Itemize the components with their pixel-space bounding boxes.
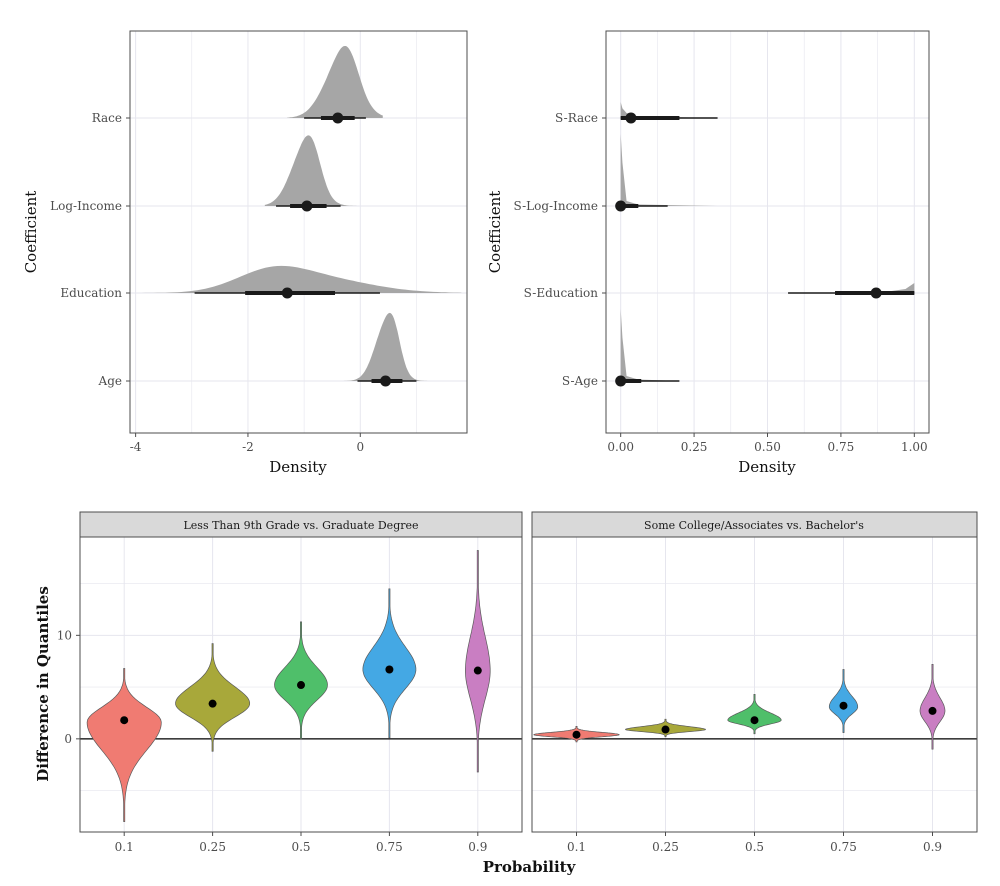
- x-tick-label: 0.1: [567, 840, 586, 854]
- x-tick-label: 1.00: [901, 440, 928, 454]
- panel-coefficients-ylabel: Coefficient: [22, 191, 40, 274]
- y-tick-label: Log-Income: [50, 199, 122, 213]
- x-tick-label: 0.75: [828, 440, 855, 454]
- violin-0.1: [86, 668, 162, 823]
- bottom-xlabel: Probability: [483, 858, 577, 876]
- violin-0.9: [465, 550, 491, 773]
- y-tick-label: S-Age: [562, 374, 598, 388]
- x-tick-label: -4: [130, 440, 142, 454]
- violin-0.9: [919, 663, 946, 750]
- panel-scale-coefficients-grid: [606, 31, 929, 433]
- y-tick-label: S-Log-Income: [513, 199, 598, 213]
- x-tick-label: 0.75: [830, 840, 857, 854]
- panel-coefficients-xlabel: Density: [269, 458, 327, 476]
- facet-left-xticks: 0.1 0.25 0.5 0.75 0.9: [115, 832, 487, 854]
- median-point-0.9: [928, 706, 937, 715]
- facet-right-xticks: 0.1 0.25 0.5 0.75 0.9: [567, 832, 942, 854]
- violin-0.75: [828, 669, 859, 733]
- x-tick-label: 0.9: [468, 840, 487, 854]
- y-tick-label: Race: [92, 111, 122, 125]
- x-tick-label: 0.9: [923, 840, 942, 854]
- x-tick-label: 0.5: [745, 840, 764, 854]
- facet-some-college: Some College/Associates vs. Bachelor's 0…: [531, 511, 978, 854]
- median-point: [380, 375, 392, 387]
- median-point-0.75: [385, 665, 394, 674]
- density-curve: [620, 134, 718, 206]
- density-curve: [141, 265, 462, 293]
- panel-scale-coefficients-ylabel: Coefficient: [486, 191, 504, 274]
- y-tick-label: S-Race: [555, 111, 598, 125]
- median-point-0.1: [572, 730, 581, 739]
- panel-scale-coefficients-yticks: S-Race S-Log-Income S-Education S-Age: [513, 111, 606, 388]
- bottom-ylabel: Difference in Quantiles: [34, 586, 52, 782]
- density-curve: [264, 135, 366, 206]
- x-tick-label: 0.1: [115, 840, 134, 854]
- panel-coefficients-yticks: Race Log-Income Education Age: [50, 111, 130, 388]
- median-point-0.5: [750, 716, 759, 725]
- facet-left-yticks: 0 10: [57, 628, 80, 746]
- y-tick-label: S-Education: [524, 286, 599, 300]
- median-point-0.25: [208, 699, 217, 708]
- median-point: [332, 112, 344, 124]
- violin-0.5: [274, 621, 328, 740]
- density-curve: [620, 309, 680, 381]
- panel-scale-coefficients-xlabel: Density: [738, 458, 796, 476]
- y-tick-label: Education: [60, 286, 122, 300]
- facet-right-strip: [531, 511, 978, 538]
- violin-0.5: [727, 693, 782, 735]
- y-tick-label: 0: [64, 732, 72, 746]
- median-point: [301, 200, 313, 212]
- panel-coefficients: Race Log-Income Education Age -4 -2 0 Density…: [22, 30, 468, 476]
- x-tick-label: 0.75: [376, 840, 403, 854]
- panel-coefficients-xticks: -4 -2 0: [130, 433, 364, 454]
- density-curve: [343, 312, 434, 381]
- panel-coefficients-grid: [130, 31, 467, 433]
- x-tick-label: -2: [242, 440, 254, 454]
- median-point-0.5: [297, 681, 305, 690]
- y-tick-label: 10: [57, 628, 72, 642]
- x-tick-label: 0.25: [681, 440, 708, 454]
- median-point-0.25: [661, 725, 670, 734]
- x-tick-label: 0.25: [652, 840, 679, 854]
- median-point: [281, 287, 293, 299]
- median-point-0.1: [120, 716, 129, 725]
- facet-left-violins: [80, 550, 522, 823]
- median-point-0.75: [839, 701, 848, 710]
- x-tick-label: 0: [356, 440, 364, 454]
- median-point: [615, 375, 627, 387]
- facet-left-strip: [79, 511, 523, 538]
- median-point: [625, 112, 637, 124]
- panel-scale-coefficients-xticks: 0.00 0.25 0.50 0.75 1.00: [607, 433, 928, 454]
- facet-left-strip-label: Less Than 9th Grade vs. Graduate Degree: [183, 519, 418, 532]
- median-point: [870, 287, 882, 299]
- x-tick-label: 0.5: [291, 840, 310, 854]
- violin-0.25: [175, 643, 251, 752]
- x-tick-label: 0.50: [754, 440, 781, 454]
- median-point: [615, 200, 627, 212]
- median-point-0.9: [473, 666, 482, 675]
- violin-0.75: [362, 588, 417, 739]
- x-tick-label: 0.00: [607, 440, 634, 454]
- facet-less-than-9th-grade: Less Than 9th Grade vs. Graduate Degree …: [57, 511, 523, 854]
- panel-coefficients-marks: [141, 46, 462, 387]
- facet-right-violins: [532, 663, 977, 750]
- facet-right-strip-label: Some College/Associates vs. Bachelor's: [644, 519, 864, 532]
- panel-scale-coefficients-marks: [615, 102, 915, 387]
- panel-coefficients-border: [129, 30, 468, 434]
- x-tick-label: 0.25: [199, 840, 226, 854]
- density-curve: [287, 46, 383, 118]
- y-tick-label: Age: [98, 374, 122, 388]
- facet-right-grid: [532, 537, 977, 832]
